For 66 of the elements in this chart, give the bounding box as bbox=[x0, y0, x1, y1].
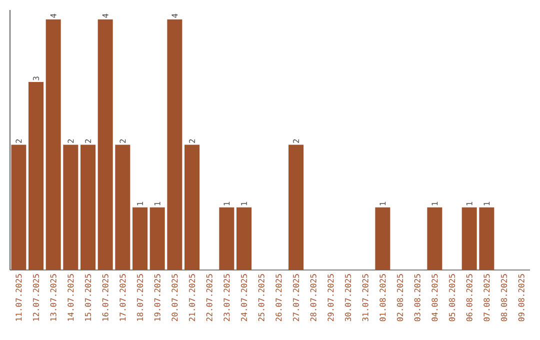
x-tick-label: 29.07.2025 bbox=[328, 274, 334, 322]
bar bbox=[80, 144, 96, 270]
data-label: 4 bbox=[172, 14, 178, 18]
x-tick-label: 20.07.2025 bbox=[172, 274, 178, 322]
x-tick-label: 31.07.2025 bbox=[362, 274, 368, 322]
data-label: 1 bbox=[484, 202, 490, 206]
x-tick-label: 17.07.2025 bbox=[120, 274, 126, 321]
bar bbox=[132, 207, 148, 270]
x-tick-label: 09.08.2025 bbox=[518, 274, 524, 322]
data-label: 2 bbox=[16, 139, 22, 143]
x-tick-label: 23.07.2025 bbox=[224, 274, 230, 322]
x-tick-label: 07.08.2025 bbox=[484, 274, 490, 322]
x-tick-label: 02.08.2025 bbox=[396, 274, 404, 322]
data-label: 1 bbox=[466, 202, 472, 206]
x-tick-label: 18.07.2025 bbox=[136, 274, 144, 321]
bar bbox=[375, 207, 390, 270]
x-tick-label: 15.07.2025 bbox=[84, 274, 92, 321]
bar bbox=[46, 19, 61, 270]
x-tick-label: 01.08.2025 bbox=[380, 274, 386, 322]
bar bbox=[115, 144, 130, 270]
data-label: 4 bbox=[102, 14, 108, 18]
bar bbox=[462, 207, 477, 270]
x-tick-label: 28.07.2025 bbox=[310, 274, 316, 322]
x-tick-label: 08.08.2025 bbox=[500, 274, 508, 322]
x-tick-label: 30.07.2025 bbox=[344, 274, 352, 322]
bar bbox=[288, 144, 304, 270]
x-tick-label: 16.07.2025 bbox=[102, 274, 108, 321]
bar bbox=[184, 144, 200, 270]
data-label: 2 bbox=[68, 139, 74, 143]
x-tick-label: 06.08.2025 bbox=[466, 274, 472, 322]
data-label: 1 bbox=[380, 202, 386, 206]
bar bbox=[479, 207, 494, 270]
bar bbox=[63, 144, 78, 270]
bar bbox=[98, 19, 113, 270]
data-label: 1 bbox=[241, 202, 247, 206]
x-tick-label: 27.07.2025 bbox=[292, 274, 300, 322]
data-label: 2 bbox=[85, 139, 91, 143]
x-tick-label: 26.07.2025 bbox=[276, 274, 282, 322]
bar bbox=[28, 82, 44, 270]
x-tick-label: 14.07.2025 bbox=[68, 274, 74, 321]
data-label: 1 bbox=[224, 202, 230, 206]
bar bbox=[427, 207, 442, 270]
x-tick-label: 05.08.2025 bbox=[448, 274, 456, 322]
data-label: 1 bbox=[154, 202, 160, 206]
data-label: 4 bbox=[50, 14, 56, 18]
bar bbox=[11, 144, 26, 270]
bar bbox=[150, 207, 165, 270]
data-label: 1 bbox=[137, 202, 143, 206]
bar bbox=[167, 19, 182, 270]
x-tick-label: 19.07.2025 bbox=[154, 274, 160, 321]
data-label: 2 bbox=[293, 139, 299, 143]
x-tick-label: 24.07.2025 bbox=[240, 274, 248, 322]
bar bbox=[219, 207, 234, 270]
x-tick-label: 03.08.2025 bbox=[414, 274, 420, 322]
x-tick-label: 12.07.2025 bbox=[32, 274, 40, 321]
data-label: 3 bbox=[32, 76, 40, 80]
x-tick-label: 25.07.2025 bbox=[258, 274, 264, 322]
bar bbox=[236, 207, 252, 270]
data-label: 2 bbox=[189, 139, 195, 143]
x-tick-label: 22.07.2025 bbox=[206, 274, 212, 322]
x-tick-label: 21.07.2025 bbox=[188, 274, 196, 322]
x-tick-label: 11.07.2025 bbox=[16, 274, 22, 321]
data-label: 1 bbox=[432, 202, 438, 206]
x-tick-label: 13.07.2025 bbox=[50, 274, 56, 321]
data-label: 2 bbox=[120, 139, 126, 143]
x-tick-label: 04.08.2025 bbox=[432, 274, 438, 322]
